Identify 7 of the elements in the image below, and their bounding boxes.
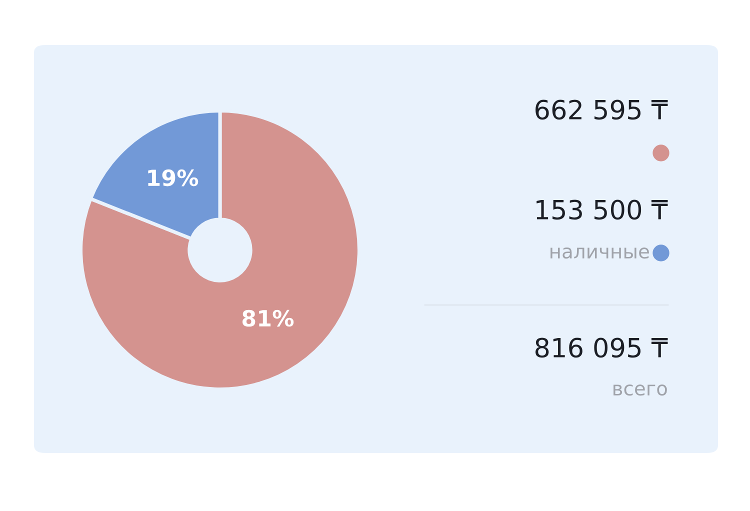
text: 662 595 ₸ bbox=[536, 100, 668, 120]
data-label: 19% bbox=[148, 169, 198, 186]
text: 816 095 ₸ bbox=[535, 338, 668, 358]
text: 153 500 ₸ bbox=[536, 200, 668, 220]
text: всего bbox=[614, 384, 667, 396]
legend-label: наличные bbox=[550, 247, 649, 259]
data-label: 81% bbox=[242, 310, 294, 327]
